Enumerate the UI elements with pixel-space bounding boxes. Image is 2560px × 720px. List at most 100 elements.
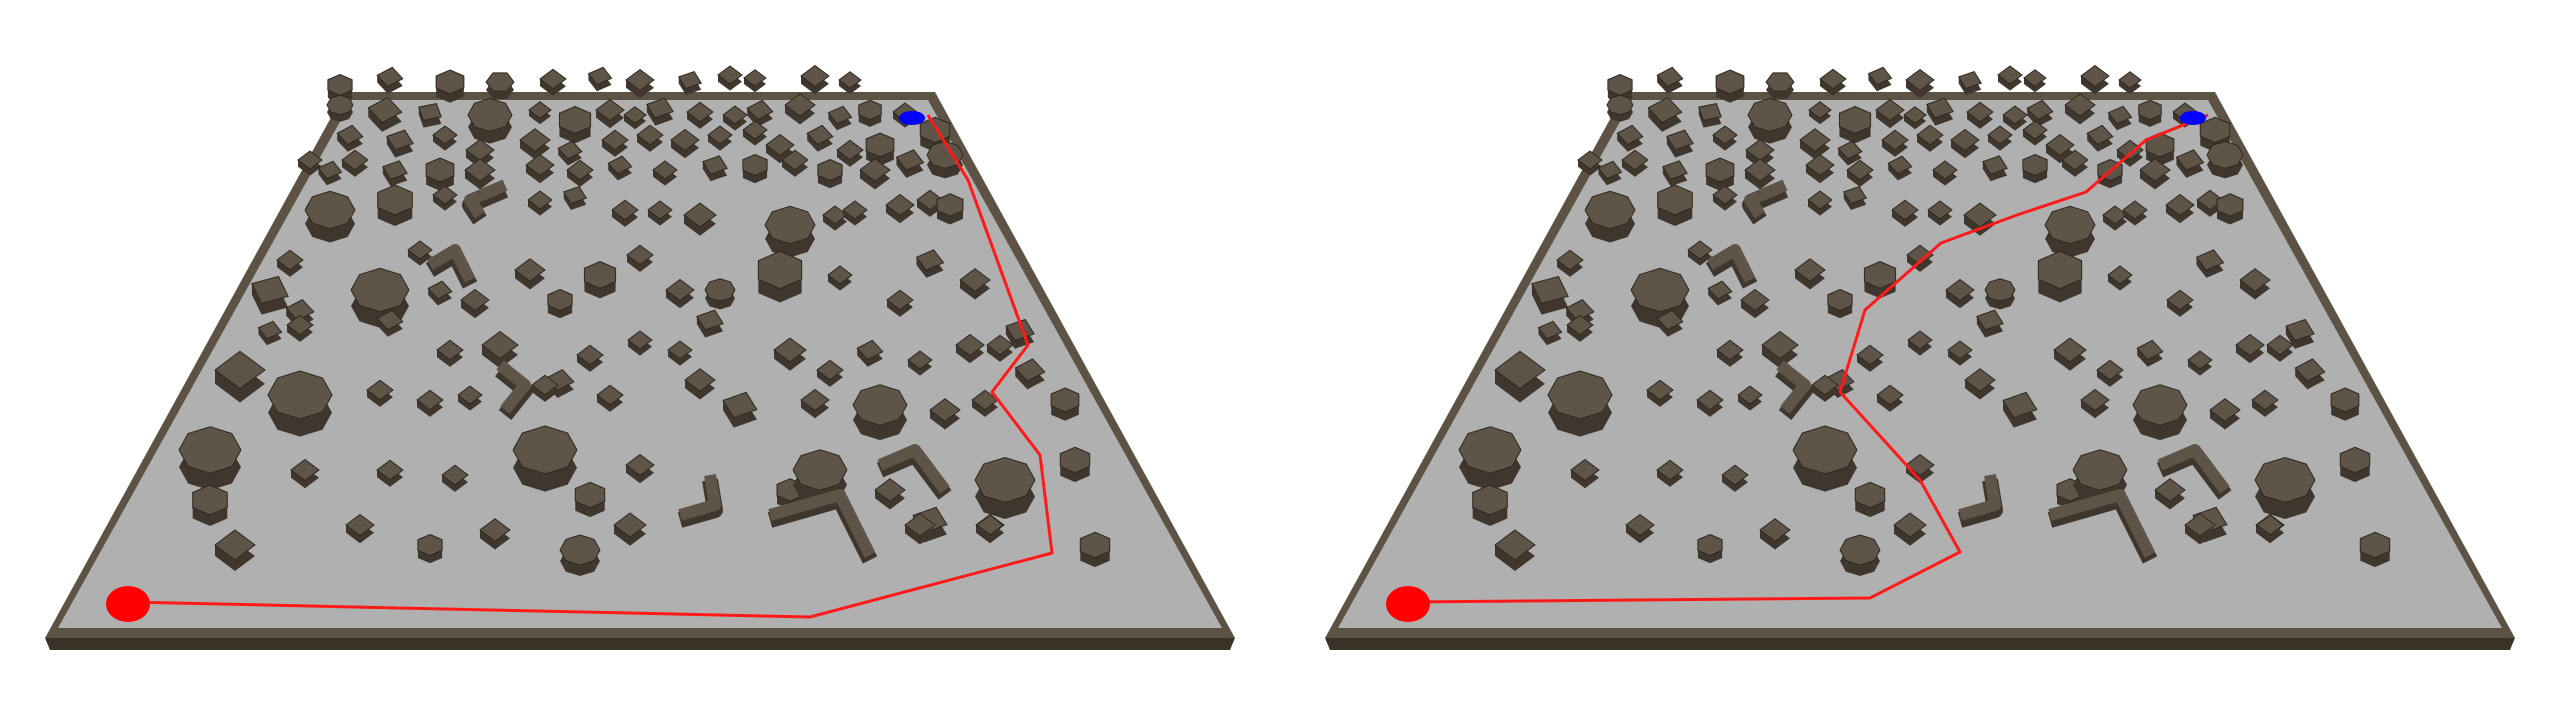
planned-path-a [127,114,1054,619]
obstacle [2026,99,2054,121]
obstacle [558,105,592,135]
obstacle [427,280,453,300]
obstacle [377,184,413,216]
obstacle [367,96,403,124]
obstacle [2187,350,2213,370]
obstacle [1765,72,1795,92]
obstacle [2037,250,2083,290]
obstacle [2206,140,2244,170]
obstacle [2251,389,2279,411]
obstacle [2022,153,2048,177]
obstacle [1747,97,1793,133]
obstacle [974,456,1036,504]
obstacle [416,389,444,411]
l-wall-obstacle-top [1958,474,2001,521]
obstacle [971,389,999,411]
obstacle [1079,531,1111,559]
obstacle [1856,344,1884,366]
obstacle [257,320,283,340]
obstacle [531,374,559,396]
obstacle [2080,388,2110,412]
obstacle [2136,339,2164,361]
obstacle [2294,358,2326,382]
obstacle [514,258,546,282]
obstacle [267,370,333,420]
obstacle [1987,125,2013,145]
obstacle [2132,384,2188,426]
obstacle-field [1458,64,2391,576]
obstacle [1616,124,1644,146]
obstacle [2072,449,2128,491]
obstacle [1705,157,1735,183]
obstacle [1761,330,1799,360]
obstacle [1744,158,1776,182]
obstacle [2184,513,2216,537]
obstacle [2235,333,2265,357]
obstacle [858,99,882,121]
obstacle [2239,268,2271,292]
obstacle [418,102,442,122]
l-wall-obstacle-top [464,179,508,219]
obstacle [742,120,768,140]
obstacle [1698,102,1722,122]
obstacle [1932,160,1958,180]
l-wall-obstacle-top [426,244,476,283]
obstacle [376,66,404,88]
obstacle [1606,94,1634,116]
obstacle [611,199,639,221]
obstacle [667,340,693,360]
obstacle [407,240,433,260]
obstacle [1715,69,1745,95]
obstacle [2359,531,2391,559]
obstacle [2154,478,2186,502]
arena-wall-base [45,638,1235,650]
obstacle [625,68,655,92]
obstacle [1570,458,1600,482]
obstacle [717,65,743,85]
obstacle [1577,150,1603,170]
obstacle [702,155,728,175]
obstacle [2256,514,2284,536]
obstacle [417,533,443,557]
obstacle [2166,289,2194,311]
l-wall-obstacle-top [678,474,721,521]
obstacle [1597,160,1623,180]
obstacle [784,93,816,117]
obstacle [1876,384,1904,406]
obstacle [1854,481,1886,509]
obstacle [1982,155,2008,175]
obstacle [670,128,700,152]
obstacle [525,153,555,177]
obstacle [955,333,985,357]
obstacle [286,314,314,336]
obstacle [1472,484,1508,516]
obstacle [1926,97,1954,119]
obstacle [1662,160,1688,180]
obstacle [214,529,256,561]
obstacle-side [1698,103,1722,128]
obstacle [479,518,511,542]
obstacle [562,185,588,205]
obstacle [366,379,394,401]
obstacle [2086,124,2114,146]
obstacle [904,513,936,537]
obstacle [1887,155,1913,175]
obstacle [665,278,695,302]
obstacle [842,200,868,220]
obstacle [326,94,354,116]
obstacle [576,344,604,366]
obstacle [460,288,490,312]
obstacle [1891,199,1919,221]
obstacle [192,484,228,516]
l-wall-obstacle-top [768,489,876,558]
obstacle [290,458,320,482]
obstacle [626,244,654,266]
obstacle [376,459,404,481]
obstacle [178,426,242,474]
obstacle [2045,133,2075,157]
obstacle [1808,101,1832,119]
obstacle [481,330,519,360]
obstacle [916,189,944,211]
obstacle [627,330,653,350]
obstacle [2139,158,2171,182]
